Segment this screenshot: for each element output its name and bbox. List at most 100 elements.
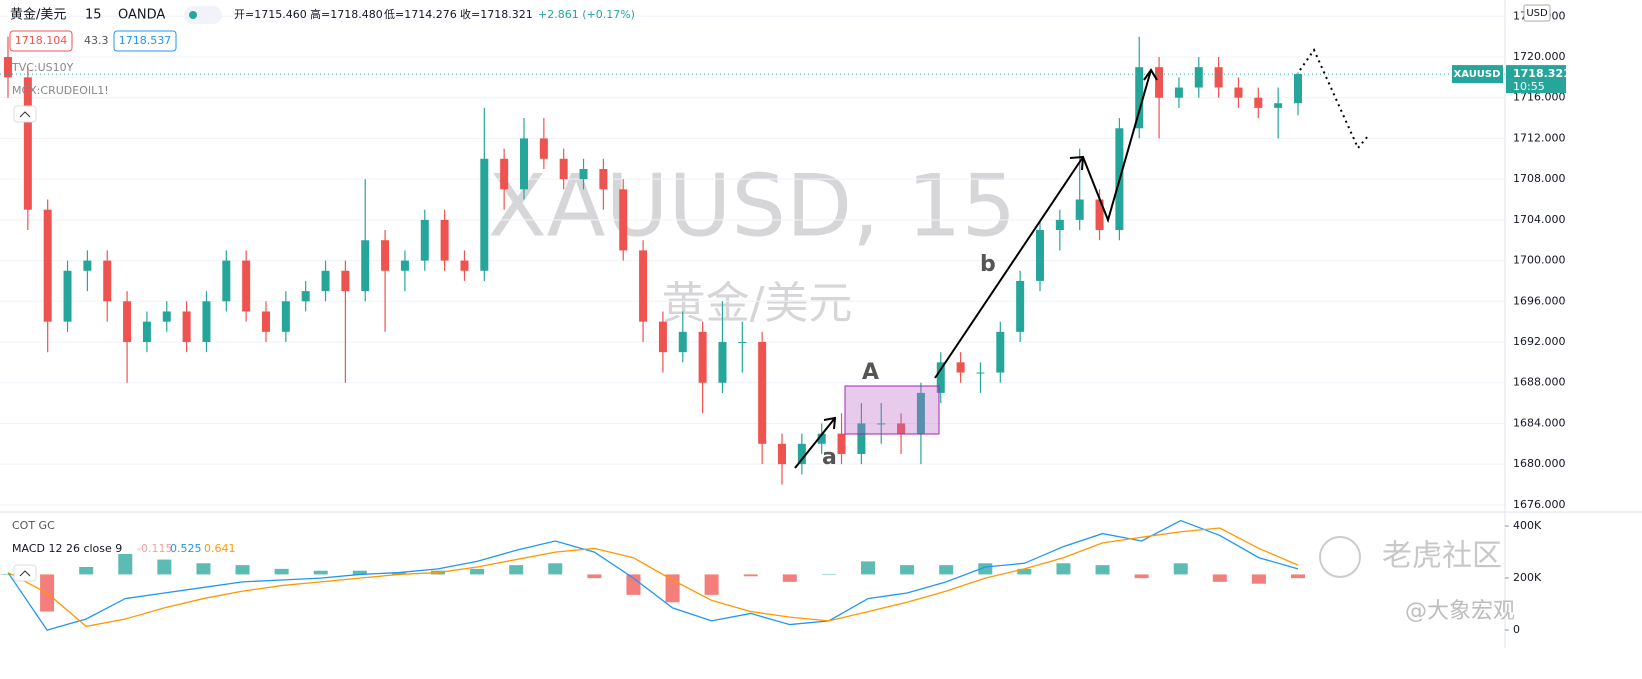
candle-body: [718, 342, 727, 383]
candle-body: [520, 138, 528, 190]
candle-body: [539, 138, 548, 159]
histogram-bar: [1251, 574, 1266, 584]
y-tick-label: 1684.000: [1513, 416, 1566, 429]
candle-body: [1135, 67, 1144, 129]
arrows[interactable]: [794, 47, 1369, 469]
histogram-bar: [1134, 574, 1149, 579]
candle-body: [301, 291, 310, 302]
candle-body: [1254, 97, 1263, 108]
histogram-bar: [861, 561, 875, 575]
chevron: [19, 111, 31, 118]
macd-title: MACD 12 26 close 9: [12, 542, 122, 555]
buy-button[interactable]: [113, 30, 177, 52]
y2-tick-label: 0: [1513, 623, 1520, 636]
macd-line: [7, 519, 1299, 631]
histogram-bar: [313, 570, 328, 575]
signal-value: 0.641: [204, 542, 236, 555]
price-tag-label: 1718.321: [1513, 67, 1571, 80]
status-badge[interactable]: [184, 6, 222, 24]
ohlc-change: +2.861 (+0.17%): [538, 8, 635, 21]
candle-body: [658, 321, 667, 353]
candle-body: [817, 433, 826, 444]
overlay[interactable]: TVC:US10Y: [11, 61, 74, 74]
candle-body: [579, 168, 588, 180]
interval: 15: [85, 8, 102, 23]
macd-pane: [1, 519, 1305, 631]
sell-price: 1718.104: [15, 34, 68, 47]
candle-body: [361, 240, 370, 292]
candle-body: [1294, 74, 1302, 104]
candle-body: [281, 301, 290, 332]
histogram-bar: [1291, 574, 1305, 579]
candle-body: [1155, 67, 1164, 98]
ohlc-high: 高=1718.480: [310, 7, 383, 21]
candle-body: [956, 362, 965, 373]
currency: USD: [1526, 8, 1548, 19]
candle-body: [1194, 67, 1203, 88]
candle-body: [1214, 67, 1223, 88]
histogram-bar: [470, 568, 485, 575]
symbol-tag-label: XAUUSD: [1454, 69, 1501, 80]
y-tick-label: 1708.000: [1513, 172, 1566, 185]
annotation: A: [862, 360, 879, 385]
histogram-bar: [704, 574, 719, 595]
candle-body: [1274, 103, 1283, 108]
candle-body: [857, 423, 866, 454]
candle-body: [123, 301, 132, 343]
candle-body: [4, 57, 12, 78]
candle-body: [103, 260, 112, 302]
candle-body: [837, 433, 846, 454]
buy-price: 1718.537: [119, 34, 172, 47]
y-tick-label: 1716.000: [1513, 91, 1566, 104]
projection[interactable]: [1299, 47, 1369, 150]
candle-body: [758, 342, 767, 444]
histogram-bar: [1017, 568, 1032, 575]
y-tick-label: 1712.000: [1513, 131, 1566, 144]
candle-body: [202, 301, 211, 343]
histogram-bar: [1173, 563, 1188, 575]
symbol-tag: [1452, 65, 1503, 84]
collapse-button[interactable]: [13, 105, 37, 123]
arrow-c[interactable]: [1082, 68, 1158, 224]
candle-body: [976, 372, 985, 374]
macd-value: 0.525: [170, 542, 202, 555]
histogram-bar: [821, 574, 836, 575]
histogram-bar: [1212, 574, 1227, 582]
histogram-bar: [626, 574, 641, 595]
candle-body: [43, 209, 52, 322]
candle-body: [639, 250, 648, 322]
y-tick-label: 1676.000: [1513, 498, 1566, 511]
histogram-bar: [196, 563, 211, 575]
annotation: a: [822, 445, 837, 470]
histogram-bar: [939, 565, 954, 575]
candle-body: [797, 443, 806, 465]
exchange: OANDA: [118, 8, 165, 23]
candle-body: [460, 260, 469, 271]
candle-body: [559, 158, 568, 180]
candle-body: [262, 311, 270, 332]
candle-body: [500, 158, 509, 190]
candle-body: [83, 260, 92, 271]
price-axis: 1676.000 1680.000 1684.000 1688.000 1692.000…: [1452, 9, 1571, 636]
arrow-a[interactable]: [794, 416, 837, 469]
sell-button[interactable]: [9, 30, 73, 52]
histogram-bar: [274, 568, 289, 575]
candle-body: [420, 219, 429, 261]
histogram-bar: [548, 563, 563, 575]
candle-body: [222, 260, 231, 302]
candle-body: [916, 392, 925, 434]
candle-body: [1055, 219, 1064, 231]
histogram-bar: [1095, 565, 1110, 575]
candle-body: [897, 423, 906, 434]
range-box[interactable]: [844, 385, 940, 435]
overlay[interactable]: MCX:CRUDEOIL1!: [12, 84, 109, 97]
candle-body: [400, 260, 409, 271]
collapse-button[interactable]: [13, 564, 37, 582]
histogram-bar: [391, 572, 406, 575]
candle-body: [1016, 280, 1025, 332]
annotation: b: [980, 252, 996, 277]
currency-box[interactable]: [1523, 4, 1551, 22]
y-tick-label: 1700.000: [1513, 254, 1566, 267]
